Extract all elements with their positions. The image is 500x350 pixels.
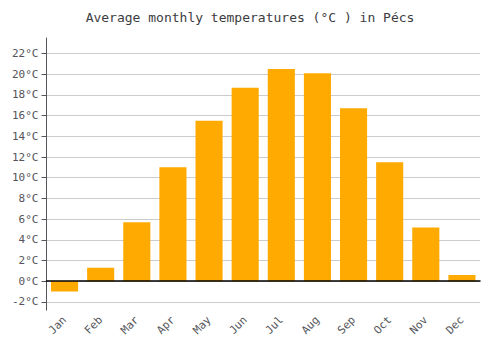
svg-text:22°C: 22°C (12, 47, 39, 60)
svg-text:Apr: Apr (154, 313, 177, 336)
svg-text:18°C: 18°C (12, 88, 39, 101)
svg-text:4°C: 4°C (19, 233, 39, 246)
svg-text:-2°C: -2°C (12, 295, 39, 308)
svg-text:16°C: 16°C (12, 109, 39, 122)
svg-text:12°C: 12°C (12, 151, 39, 164)
svg-text:Jul: Jul (263, 314, 286, 337)
svg-text:Average monthly temperatures (: Average monthly temperatures (°C ) in Pé… (86, 10, 415, 25)
svg-text:10°C: 10°C (12, 171, 39, 184)
svg-text:Mar: Mar (118, 313, 141, 336)
svg-text:20°C: 20°C (12, 68, 39, 81)
svg-text:Aug: Aug (299, 314, 322, 337)
svg-text:May: May (190, 313, 213, 336)
svg-text:6°C: 6°C (19, 213, 39, 226)
svg-text:2°C: 2°C (19, 254, 39, 267)
svg-text:Feb: Feb (82, 314, 105, 337)
svg-text:Nov: Nov (407, 313, 430, 336)
svg-text:Sep: Sep (335, 314, 358, 337)
svg-text:0°C: 0°C (19, 275, 39, 288)
svg-text:Oct: Oct (371, 314, 394, 337)
svg-text:8°C: 8°C (19, 192, 39, 205)
svg-text:14°C: 14°C (12, 130, 39, 143)
svg-text:Jan: Jan (46, 314, 69, 337)
svg-text:Jun: Jun (227, 314, 250, 337)
svg-text:Dec: Dec (443, 314, 466, 337)
